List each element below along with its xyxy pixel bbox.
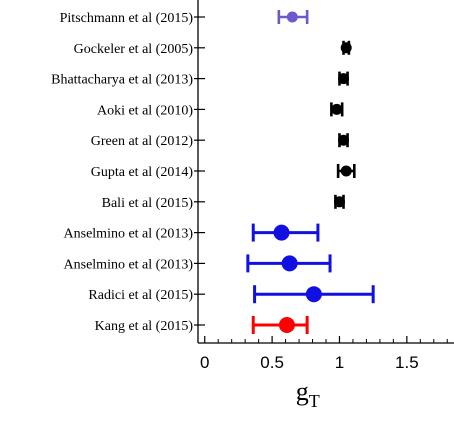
data-point bbox=[340, 165, 352, 177]
x-axis-title: gT bbox=[296, 377, 320, 411]
row-label: Bhattacharya et al (2013) bbox=[51, 73, 193, 88]
data-point bbox=[273, 224, 290, 241]
row-label: Anselmino et al (2013) bbox=[64, 227, 194, 242]
x-tick-label: 1.5 bbox=[395, 353, 419, 372]
data-point bbox=[286, 11, 298, 23]
x-axis-title-subscript: T bbox=[309, 391, 320, 411]
data-point bbox=[331, 103, 343, 115]
row-label: Gockeler et al (2005) bbox=[74, 42, 194, 57]
row-labels: Pitschmann et al (2015) Gockeler et al (2… bbox=[51, 11, 193, 334]
row-label: Gupta et al (2014) bbox=[91, 165, 194, 180]
row-label: Green at al (2012) bbox=[91, 134, 194, 149]
row-label: Pitschmann et al (2015) bbox=[60, 11, 194, 26]
x-tick-label: 0 bbox=[200, 353, 209, 372]
data-point bbox=[338, 73, 350, 85]
data-point bbox=[333, 196, 345, 208]
x-axis-ticks: 0 0.5 1 1.5 bbox=[200, 336, 448, 372]
row-label: Bali et al (2015) bbox=[102, 196, 194, 211]
data-point bbox=[281, 255, 298, 272]
row-label: Radici et al (2015) bbox=[88, 288, 193, 303]
data-marks bbox=[246, 10, 375, 334]
row-label: Aoki et al (2010) bbox=[97, 103, 193, 118]
x-tick-label: 1 bbox=[335, 353, 344, 372]
x-tick-label: 0.5 bbox=[260, 353, 284, 372]
data-point bbox=[340, 42, 352, 54]
data-point bbox=[278, 317, 295, 333]
data-point bbox=[305, 286, 322, 303]
row-label: Anselmino et al (2013) bbox=[64, 257, 194, 272]
x-axis-title-main: g bbox=[296, 377, 309, 406]
data-point bbox=[338, 134, 350, 146]
row-label: Kang et al (2015) bbox=[95, 319, 194, 334]
plot-frame bbox=[194, 0, 454, 344]
